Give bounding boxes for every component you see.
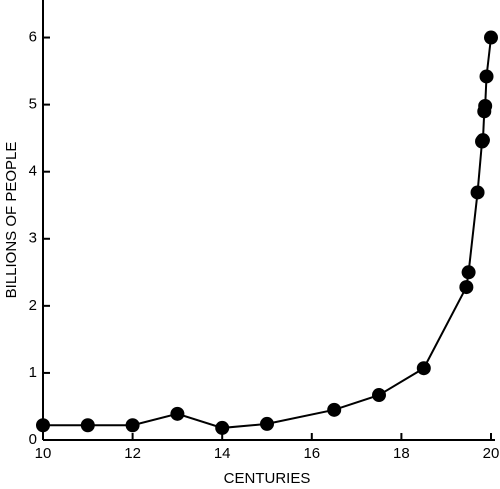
point — [416, 361, 431, 376]
y-tick-label: 5 — [29, 96, 37, 113]
y-tick-label: 6 — [29, 29, 37, 46]
point — [125, 418, 140, 433]
point — [36, 418, 50, 433]
x-tick-label: 12 — [124, 445, 141, 462]
x-tick-label: 10 — [35, 445, 52, 462]
point — [484, 30, 498, 45]
y-tick-label: 2 — [29, 297, 37, 314]
point — [478, 98, 493, 113]
x-tick-label: 20 — [483, 445, 500, 462]
point — [215, 420, 230, 435]
x-tick-label: 18 — [393, 445, 410, 462]
point — [475, 133, 490, 148]
point — [372, 388, 386, 403]
point — [461, 265, 476, 280]
point — [260, 416, 274, 431]
x-tick-label: 14 — [214, 445, 231, 462]
x-axis-label: CENTURIES — [224, 470, 311, 487]
point — [80, 418, 95, 433]
point — [327, 402, 342, 417]
y-tick-label: 4 — [29, 163, 37, 180]
y-tick-label: 0 — [29, 431, 37, 448]
y-tick-label: 1 — [29, 364, 37, 381]
y-tick-label: 3 — [29, 230, 37, 247]
point — [470, 185, 485, 200]
point — [479, 69, 494, 84]
point — [459, 280, 474, 295]
point — [170, 406, 185, 421]
x-tick-label: 16 — [303, 445, 320, 462]
y-axis-label: BILLIONS OF PEOPLE — [3, 142, 20, 299]
